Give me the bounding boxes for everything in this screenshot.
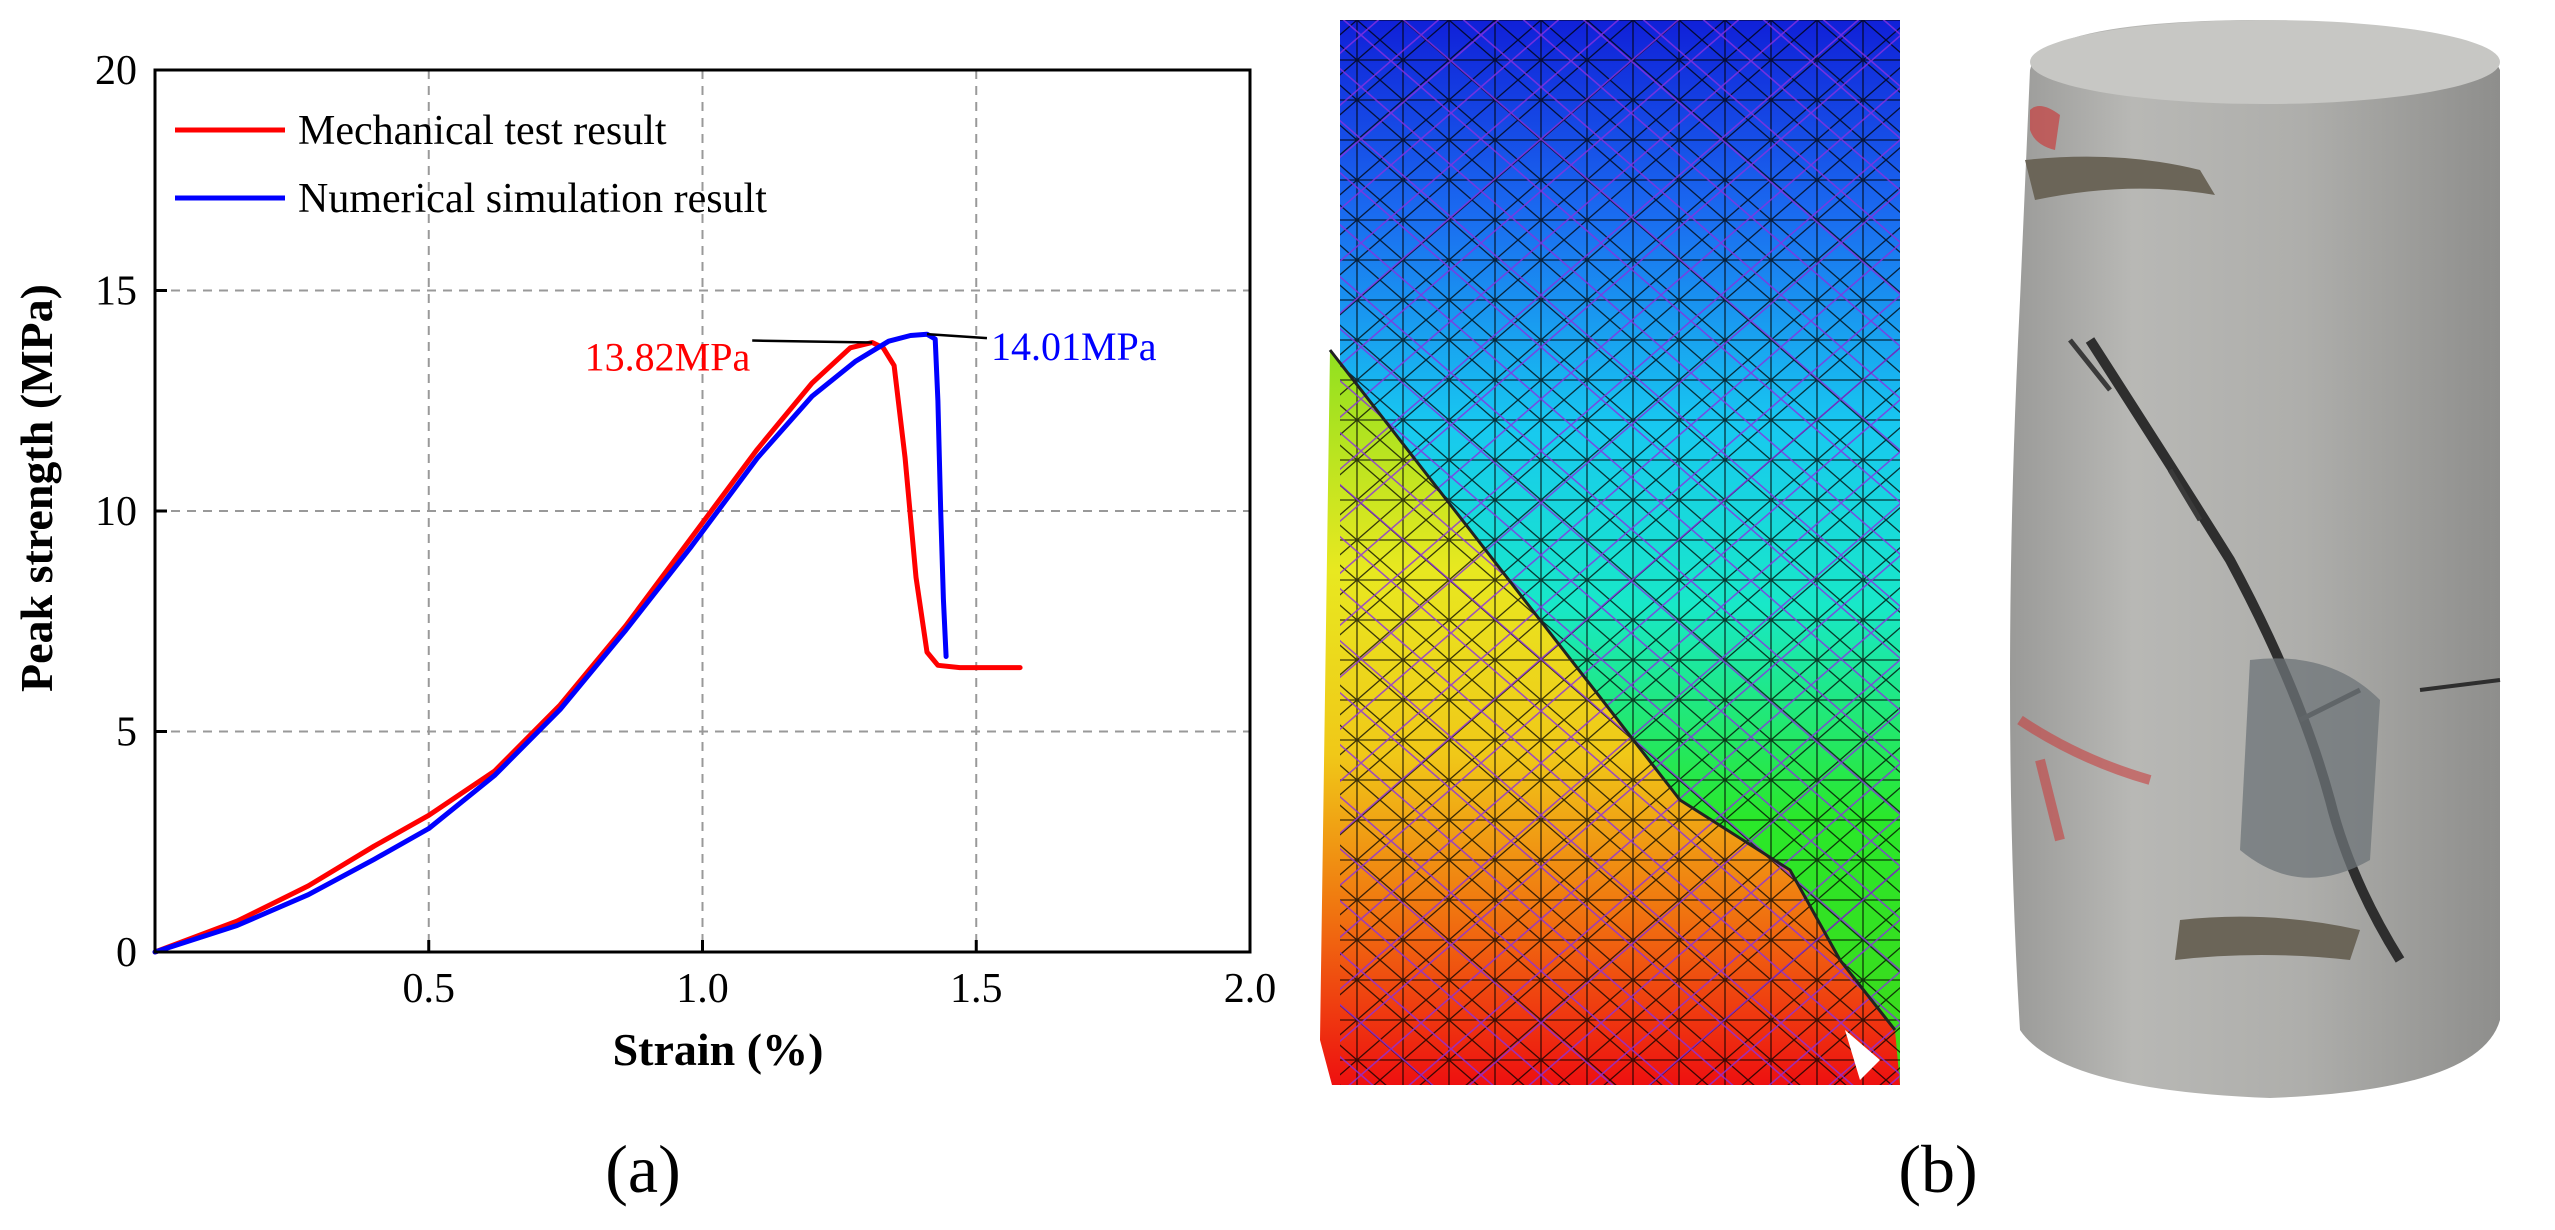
x-tick-label: 1.0 bbox=[676, 966, 729, 1012]
panel-label-b: (b) bbox=[1898, 1131, 1977, 1207]
x-tick-label: 0.5 bbox=[403, 966, 456, 1012]
panel-label-a: (a) bbox=[605, 1131, 680, 1207]
chart-grid bbox=[155, 70, 1250, 952]
x-axis-label: Strain (%) bbox=[613, 1024, 824, 1075]
y-tick-label: 5 bbox=[116, 710, 137, 756]
chart-legend: Mechanical test result Numerical simulati… bbox=[175, 108, 767, 222]
annotation-leader-mechanical bbox=[752, 339, 873, 344]
specimen-photo bbox=[2010, 20, 2501, 1098]
legend-label-numerical-simulation: Numerical simulation result bbox=[298, 176, 767, 222]
y-tick-label: 10 bbox=[95, 489, 137, 535]
annotation-numerical-peak: 14.01MPa bbox=[991, 324, 1157, 369]
annotation-leader-numerical bbox=[926, 332, 988, 340]
chart-annotations: 13.82MPa 14.01MPa bbox=[585, 324, 1157, 379]
chart-ticks: 0.5 1.0 1.5 2.0 0 5 10 15 20 bbox=[95, 48, 1276, 1012]
x-tick-label: 1.5 bbox=[950, 966, 1003, 1012]
chart-series bbox=[152, 331, 1023, 955]
series-line-numerical-simulation bbox=[152, 331, 949, 955]
legend-label-mechanical-test: Mechanical test result bbox=[298, 108, 667, 154]
y-tick-label: 15 bbox=[95, 269, 137, 315]
y-axis-label: Peak strength (MPa) bbox=[11, 284, 62, 692]
y-tick-label: 20 bbox=[95, 48, 137, 94]
x-tick-label: 2.0 bbox=[1224, 966, 1277, 1012]
annotation-mechanical-peak: 13.82MPa bbox=[585, 335, 751, 380]
series-line-mechanical-test bbox=[152, 340, 1023, 955]
strain-strength-chart: 0.5 1.0 1.5 2.0 0 5 10 15 20 13.82MPa 14.01MPa St… bbox=[11, 48, 1276, 1075]
y-tick-label: 0 bbox=[116, 930, 137, 976]
simulation-mesh-image bbox=[1320, 20, 1900, 1085]
